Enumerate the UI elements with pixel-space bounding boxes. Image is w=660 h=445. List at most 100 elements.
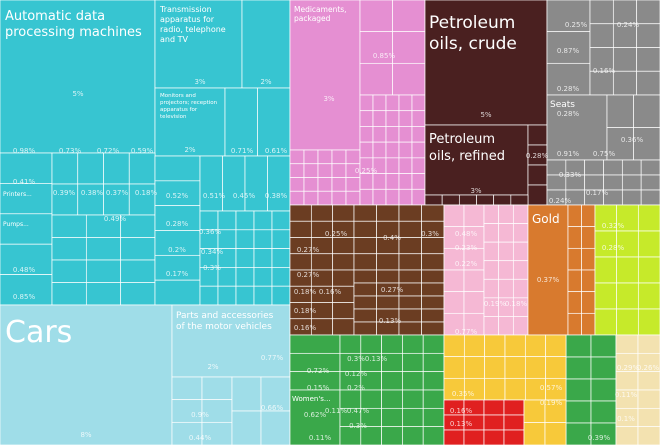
treemap-cell-stone [637,334,660,354]
treemap-cell-mineral_misc [640,159,660,176]
treemap-cell-machines [217,210,237,231]
small-value-vehicles: 0.44% [189,434,212,442]
treemap-cell-metals_wood [310,204,334,222]
treemap-cell-machines [253,267,273,287]
small-value-foodstuffs: 0.28% [602,244,625,252]
treemap-cell-stone [615,371,639,391]
treemap-cell-metals_wood [376,253,400,271]
treemap-cell-plastics [483,241,500,262]
treemap-cell-chemicals [359,173,374,190]
treemap-cell-vehicles [201,376,233,401]
label-seats: Seats [550,100,575,110]
small-value-machines: 0.41% [13,178,36,186]
treemap-cell-chemicals [385,94,400,112]
treemap-cell-chemicals [359,62,393,96]
label-crude-oil: oils, crude [429,34,517,54]
treemap-cell-mineral_misc [589,23,614,48]
small-value-plastics: 0.23% [455,244,478,252]
treemap-cell-metals_wood [421,282,445,297]
treemap-cell-textiles [360,389,382,409]
small-value-plastics: 0.19% [484,300,507,308]
small-value-metals_wood: 0.3% [421,230,439,238]
treemap-cell-mineral_misc [640,189,660,206]
treemap-cell-machines [235,267,255,287]
treemap-cell-metals_wood [332,253,355,271]
treemap-cell-plastics [498,204,514,224]
treemap-cell-chemicals [289,149,305,165]
label-cars: Cars [5,315,72,350]
treemap-cell-mineral_misc [636,47,660,72]
treemap-cell-chemicals [372,188,387,206]
treemap-cell-plastics [483,223,500,243]
treemap-cell-chemicals [345,177,361,192]
treemap-cell-metals_wood [421,321,445,336]
value-monitors: 2% [184,146,195,154]
treemap-cell-metals_wood [398,237,422,255]
treemap-cell-chemicals [359,0,393,33]
treemap-cell-plastics [443,204,465,228]
treemap-cell-chemicals [359,188,374,206]
treemap-cell-plastics [498,223,514,243]
treemap-cell-chemicals [331,177,347,192]
treemap-cell-machines [235,248,255,268]
treemap-cell-minerals [527,124,548,146]
treemap-cell-metals_wood [332,237,355,255]
value-machines-2pct: 2% [260,78,271,86]
treemap-cell-machines [51,152,79,185]
treemap-cell-plastics [512,223,529,243]
small-value-chemicals: 0.25% [355,167,378,175]
treemap-cell-chemicals [385,141,400,159]
treemap-cell-metals_wood [353,282,377,297]
small-value-machines: 0.51% [203,192,226,200]
treemap-cell-animal [483,414,505,431]
treemap-cell-metals_wood [376,204,400,222]
tile-crude-oil [424,0,548,126]
treemap-cell-machines [85,259,122,283]
treemap-cell-instruments [463,334,486,358]
small-value-textiles: 0.47% [347,407,370,415]
small-value-mineral_misc: 0.75% [593,150,616,158]
treemap-cell-plastics [483,278,500,299]
treemap-cell-chemicals [303,190,319,206]
treemap-cell-instruments [463,356,486,379]
small-value-mineral_misc: 0.24% [549,197,572,205]
treemap-cell-precious [581,226,596,249]
treemap-cell-metals_wood [310,253,334,271]
treemap-cell-plastics [498,278,514,299]
treemap-cell-machines [103,152,130,185]
treemap-cell-instruments [504,356,526,379]
treemap-cell-metals_wood [376,269,400,284]
treemap-cell-mineral_misc [621,159,642,176]
treemap-cell-plastics [463,204,485,228]
treemap-cell-machines [271,248,291,268]
treemap-cell-textiles [422,407,445,428]
label-womens: Women's... [292,395,331,403]
label-printers: Printers... [3,191,32,198]
small-value-mineral_misc: 0.33% [559,171,582,179]
treemap-cell-foodstuffs [616,308,639,336]
treemap-cell-machines [154,279,201,306]
label-transmission: and TV [160,35,188,44]
small-value-machines: 0.72% [97,147,120,155]
treemap-cell-machines [199,210,219,231]
label-refined-oil: Petroleum [429,132,495,147]
treemap-cell-textiles [360,334,382,354]
treemap-cell-foodstuffs [594,256,618,284]
small-value-machines: 0.34% [201,248,224,256]
treemap-cell-machines [85,282,122,306]
small-value-textiles: 0.3% [349,422,367,430]
treemap-cell-chemicals [303,163,319,178]
tile-seats [546,94,608,161]
treemap-cell-chemicals [359,94,374,112]
label-transmission: apparatus for [160,15,215,24]
treemap-cell-machines [0,152,53,184]
treemap-cell-mineral_misc [546,62,591,96]
treemap-cell-textiles [590,334,617,358]
treemap-cell-chemicals [372,110,387,127]
treemap-cell-chemicals [372,173,387,190]
treemap-cell-minerals [441,194,460,206]
treemap-cell-textiles [381,407,403,428]
small-value-metals_wood: 0.16% [319,288,342,296]
